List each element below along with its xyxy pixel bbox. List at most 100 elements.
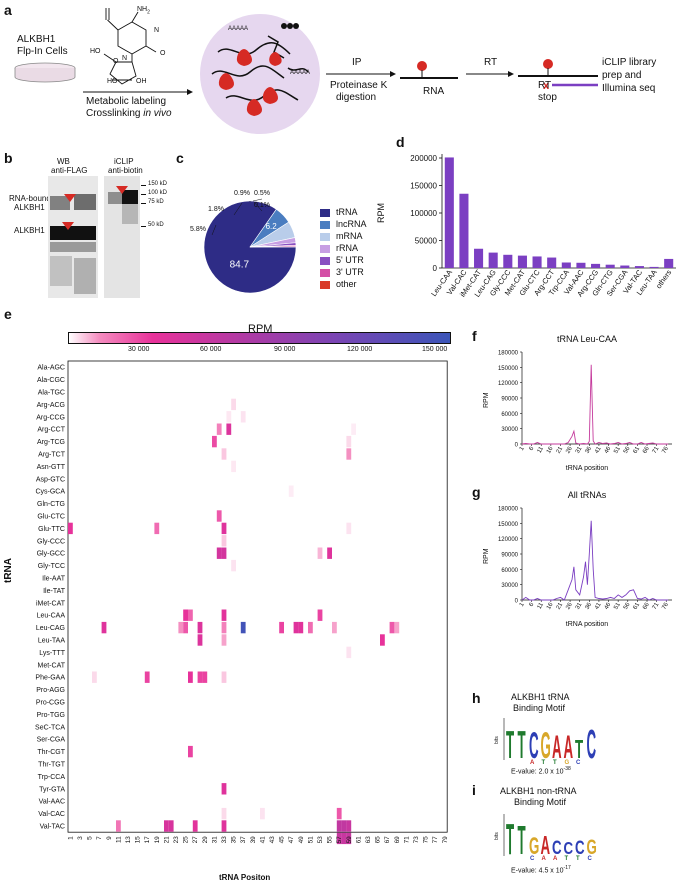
- o-label: O: [160, 50, 166, 57]
- heatmap-cell-43: [346, 646, 352, 659]
- motif-h-letter-6: T: [575, 735, 583, 764]
- line-g-xtick-label-15: 76: [661, 601, 670, 610]
- heatmap-xtick-24: 49: [298, 836, 305, 844]
- line-f-ytick-label-5: 150000: [498, 366, 519, 372]
- motif-h-letter-7: C: [587, 722, 597, 766]
- pie-label-2: 5.8%: [190, 226, 206, 233]
- motif-i-letter-0: T: [506, 815, 514, 862]
- heatmap-cell-22: [231, 559, 236, 572]
- line-g-ytick-label-3: 90000: [501, 553, 518, 559]
- heatmap-xtick-29: 59: [346, 836, 353, 844]
- heatmap-cell-65: [346, 832, 352, 845]
- panel-d-label: d: [396, 134, 405, 150]
- heatmap-cell-55: [116, 820, 121, 832]
- heatmap-xtick-22: 45: [279, 836, 286, 844]
- iclip-label-1: iCLIP library: [602, 57, 657, 68]
- line-g-xtick-label-11: 56: [623, 601, 632, 610]
- bar-imet-cat: [474, 248, 484, 268]
- motif-h-evalue: E-value: 2.0 x 10-38: [511, 766, 571, 776]
- line-f-ytick-label-2: 60000: [501, 412, 518, 418]
- rt-stop-label-2: stop: [538, 92, 557, 103]
- motif-i-bits: bits: [494, 832, 500, 840]
- heatmap-cell-11: [288, 485, 294, 497]
- heatmap-cell-17: [221, 535, 227, 547]
- legend-swatch: [320, 209, 330, 217]
- heatmap-cell-39: [394, 621, 400, 634]
- legend-label: rRNA: [336, 243, 358, 253]
- heatmap-row-label-7: Arg-TCT: [38, 452, 66, 459]
- bar-ytick-label-3: 150000: [410, 182, 437, 191]
- heatmap-row-label-30: Ser-CGA: [37, 737, 66, 744]
- bar-ser-cga: [620, 265, 630, 268]
- heatmap-row-label-4: Arg-CCG: [36, 414, 65, 421]
- o-label-2: O: [113, 58, 119, 65]
- heatmap-xtick-8: 17: [144, 836, 151, 844]
- heatmap-cell-45: [144, 671, 150, 683]
- heatmap-cell-35: [298, 621, 304, 634]
- panel-f-label: f: [472, 328, 477, 344]
- line-g-xtick-label-2: 11: [537, 601, 546, 610]
- line-f-xtick-label-1: 6: [528, 445, 535, 451]
- western-blot-image: [48, 176, 98, 298]
- line-f-xtick-label-0: 1: [519, 445, 526, 451]
- bar-arg-ccg: [591, 263, 601, 268]
- bar-ytick-label-0: 0: [433, 264, 438, 273]
- heatmap-cell-64: [341, 832, 347, 845]
- heatmap-cell-24: [188, 609, 193, 621]
- heatmap-xtick-27: 55: [327, 836, 334, 844]
- heatmap-cell-33: [279, 621, 284, 634]
- bar-ytick-label-4: 200000: [410, 154, 437, 163]
- culture-dish-icon: [14, 62, 76, 83]
- panel-c-label: c: [176, 150, 184, 166]
- heatmap-row-label-26: Pro-AGG: [36, 687, 65, 694]
- heatmap-xtick-38: 77: [432, 836, 439, 844]
- motif-h-low-2: A: [530, 760, 535, 766]
- heatmap-cell-34: [293, 621, 299, 634]
- heatmap-cell-12: [216, 510, 222, 522]
- pie-label-0: 84.7: [230, 259, 250, 270]
- motif-i-letter-7: G: [587, 835, 597, 859]
- line-chart-all-trnas: All tRNAs 0 30000 60000 90000 120000 150000 180…: [483, 490, 672, 628]
- heatmap-cell-56: [164, 820, 169, 832]
- heatmap-cell-60: [336, 820, 342, 832]
- heatmap-cell-28: [178, 621, 184, 634]
- svg-text:x: x: [543, 80, 550, 92]
- polya-label-2: AAAAA: [290, 70, 311, 76]
- heatmap-cell-41: [221, 634, 227, 646]
- heatmap-row-label-32: Thr-TGT: [38, 762, 66, 769]
- heatmap-xtick-13: 27: [192, 836, 199, 844]
- heatmap-cell-44: [92, 671, 97, 683]
- line-g-xtick-label-14: 71: [652, 601, 661, 610]
- heatmap-row-label-6: Arg-TCG: [37, 439, 65, 446]
- arrow-right-icon: [83, 89, 193, 95]
- heatmap-xtick-17: 35: [231, 836, 238, 844]
- heatmap-row-label-15: Gly-GCC: [37, 551, 65, 558]
- bar-arg-cct: [547, 257, 557, 268]
- heatmap-cell-36: [308, 621, 313, 634]
- motif-h-letter-2: C: [529, 725, 539, 766]
- digestion-label: digestion: [336, 92, 377, 103]
- pie-label-3: 1.8%: [208, 206, 224, 213]
- line-f-series-line: [521, 364, 669, 445]
- heatmap-xtick-2: 5: [87, 836, 94, 840]
- sequence-logo-trna: bits T T CA GT AT AG TC C: [494, 718, 597, 766]
- arrow-right-icon-3: [466, 71, 514, 77]
- line-g-xtick-label-9: 46: [604, 601, 613, 610]
- pie-label-1: 6.2: [266, 222, 278, 231]
- legend-label: tRNA: [336, 207, 358, 217]
- line-chart-leu-caa: tRNA Leu-CAA 0 30000 60000 90000 120000 150000…: [483, 334, 672, 472]
- colorbar-tick-5: 150 000: [422, 346, 448, 353]
- heatmap-row-label-34: Tyr-GTA: [39, 786, 65, 793]
- line-g-title: All tRNAs: [568, 490, 607, 500]
- heatmap-cell-13: [68, 522, 73, 535]
- heatmap-cell-62: [346, 820, 352, 832]
- heatmap-xtick-28: 57: [336, 836, 343, 844]
- metabolic-labeling-label: Metabolic labeling: [86, 96, 167, 107]
- bar-gly-ccc: [503, 254, 513, 268]
- colorbar-tick-2: 60 000: [200, 346, 222, 353]
- heatmap-row-label-33: Trp-CCA: [38, 774, 66, 781]
- heatmap-cell-15: [221, 522, 227, 535]
- crosslinking-label: Crosslinking in vivo: [86, 108, 172, 119]
- heatmap-row-label-8: Asn-GTT: [37, 464, 66, 471]
- bar-ytick-label-1: 50000: [415, 237, 438, 246]
